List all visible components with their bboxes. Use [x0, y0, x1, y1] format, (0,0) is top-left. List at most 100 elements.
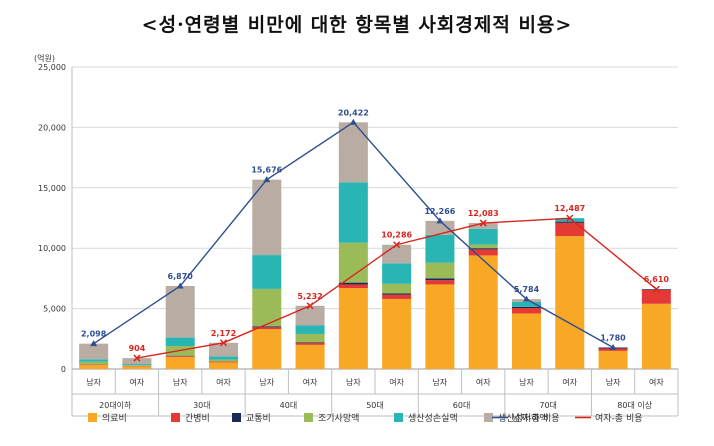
age-group-label: 60대 — [453, 401, 471, 410]
data-label: 904 — [129, 344, 146, 353]
bar-segment — [252, 288, 282, 327]
data-label: 20,422 — [338, 108, 369, 117]
bar-segment — [338, 288, 368, 369]
age-group-label: 50대 — [366, 401, 384, 410]
bar-segment — [122, 358, 152, 365]
data-label: 5,232 — [297, 292, 322, 301]
bar-segment — [338, 182, 368, 243]
bar-segment — [425, 278, 455, 281]
bar-segment — [165, 286, 195, 338]
bar-segment — [79, 359, 109, 362]
line-marker — [176, 282, 184, 289]
line-marker — [652, 285, 660, 293]
bar-segment — [252, 179, 282, 256]
bar-segment — [79, 361, 109, 365]
bar-segment — [512, 313, 541, 369]
line-marker — [263, 176, 271, 183]
bar-segment — [338, 122, 368, 183]
data-label: 10,286 — [381, 231, 412, 240]
data-label: 2,172 — [211, 329, 236, 338]
y-tick-label: 20,000 — [38, 123, 66, 132]
legend-label: 조기사망액 — [318, 412, 359, 424]
x-tick-label: 여자 — [303, 377, 318, 387]
x-tick-label: 남자 — [606, 378, 621, 387]
bar-segment — [79, 343, 109, 360]
legend-swatch — [304, 413, 313, 422]
legend-label: 간병비 — [185, 413, 210, 424]
bar-segment — [555, 218, 585, 222]
line-marker — [349, 118, 357, 125]
bar-segment — [468, 248, 498, 250]
bar-segment — [252, 326, 282, 328]
bar-segment — [122, 364, 152, 366]
bar-segment — [425, 234, 455, 263]
x-tick-label: 여자 — [649, 377, 664, 387]
bar-segment — [209, 356, 238, 360]
bar-segment — [512, 301, 541, 307]
bar-segment — [122, 365, 152, 366]
legend-swatch — [484, 413, 493, 422]
legend-label: 생산성저하액 — [498, 412, 548, 424]
x-tick-label: 여자 — [130, 377, 145, 387]
bar-segment — [209, 362, 238, 369]
line-marker — [609, 343, 617, 350]
bar-segment — [295, 344, 325, 369]
y-axis-label: (억원) — [34, 53, 55, 63]
bar-segment — [555, 236, 585, 369]
x-tick-label: 남자 — [346, 378, 361, 387]
bar-segment — [79, 364, 109, 369]
x-tick-label: 남자 — [259, 378, 274, 387]
bar-segment — [252, 255, 282, 289]
x-tick-label: 남자 — [86, 378, 101, 387]
legend-label: 의료비 — [102, 413, 127, 424]
bar-segment — [338, 242, 368, 283]
line-marker — [523, 295, 530, 302]
bar-segment — [252, 329, 282, 369]
line-marker — [436, 217, 444, 224]
x-tick-label: 여자 — [476, 377, 491, 387]
bar-segment — [382, 244, 412, 264]
bar-segment — [295, 333, 325, 343]
x-tick-label: 여자 — [389, 377, 404, 387]
chart-title: <성·연령별 비만에 대한 항목별 사회경제적 비용> — [141, 14, 573, 36]
bar-segment — [512, 306, 541, 308]
bar-segment — [598, 350, 628, 369]
legend-label: 남자-총 비용 — [512, 413, 560, 424]
bar-segment — [338, 284, 368, 289]
data-label: 12,487 — [554, 204, 585, 213]
data-label: 5,784 — [514, 285, 540, 294]
bar-segment — [641, 303, 671, 369]
age-group-label: 20대이하 — [99, 400, 132, 410]
bar-segment — [425, 262, 455, 279]
data-label: 6,610 — [644, 275, 670, 284]
y-tick-label: 0 — [61, 365, 66, 374]
bar-segment — [295, 342, 325, 344]
bar-segment — [165, 356, 195, 357]
age-group-label: 30대 — [193, 401, 211, 410]
line-marker — [219, 339, 228, 347]
bar-segment — [209, 359, 238, 362]
data-label: 12,266 — [424, 207, 455, 216]
bar-segment — [382, 293, 412, 295]
bar-segment — [209, 342, 238, 357]
age-group-label: 80대 이상 — [617, 400, 652, 410]
bar-segment — [512, 307, 541, 314]
legend-label: 여자-총 비용 — [595, 412, 643, 424]
bar-segment — [165, 337, 195, 347]
line-marker — [566, 214, 574, 222]
age-group-label: 70대 — [539, 401, 557, 410]
line-marker — [393, 241, 401, 249]
bar-segment — [468, 223, 498, 229]
line-marker — [479, 219, 487, 227]
bar-segment — [468, 228, 498, 245]
bar-segment — [382, 294, 412, 299]
data-label: 2,098 — [81, 330, 107, 339]
line-marker — [306, 302, 314, 310]
legend-label: 교통비 — [246, 413, 271, 424]
bar-segment — [382, 283, 412, 294]
age-group-label: 40대 — [280, 401, 298, 410]
legend-swatch — [394, 413, 403, 422]
bar-segment — [295, 325, 325, 334]
legend-swatch — [171, 413, 180, 422]
